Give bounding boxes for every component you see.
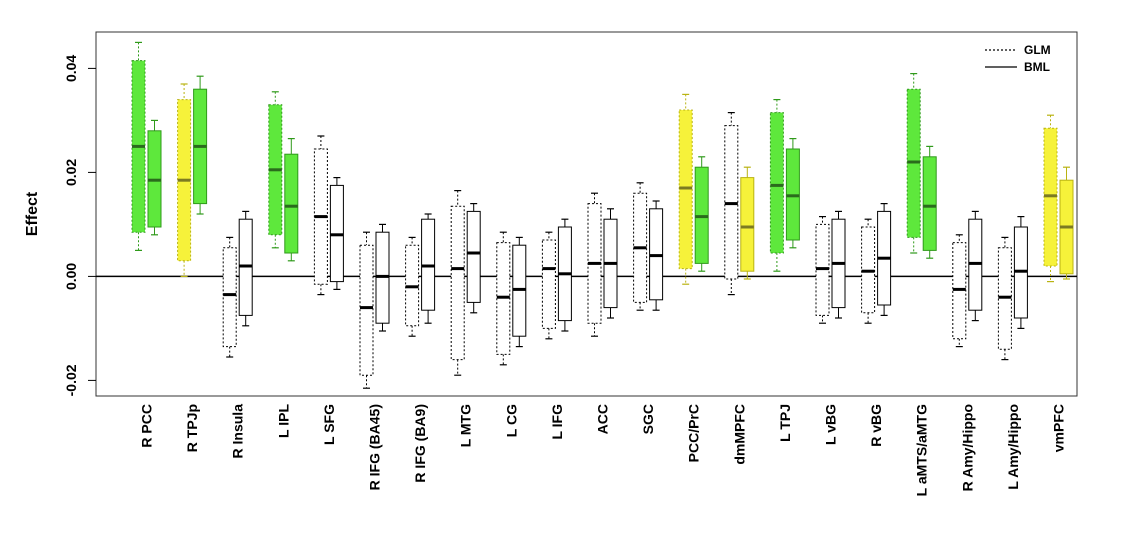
box-bml-16 [877,203,892,316]
box-glm-19 [997,236,1012,361]
category-label-19: L Amy/Hippo [1005,404,1021,490]
legend-glm-label: GLM [1024,43,1051,57]
box-glm-8 [496,231,511,366]
box-bml-4 [329,177,344,290]
category-label-9: L IFG [549,404,565,440]
box-glm-17 [906,72,921,254]
box-bml-17 [922,145,937,259]
box-bml-12 [694,156,709,272]
box-glm-1 [177,83,192,277]
box-bml-6 [421,213,436,324]
box-glm-20 [1043,114,1058,283]
category-label-10: ACC [595,404,611,434]
box-glm-14 [769,98,784,272]
box-body [466,210,481,303]
box-bml-7 [466,203,481,314]
box-body [922,156,937,251]
box-glm-9 [541,231,556,340]
box-bml-15 [831,210,846,319]
legend-bml-label: BML [1024,60,1050,74]
box-body [450,205,465,361]
box-body [284,153,299,254]
box-bml-5 [375,223,390,332]
box-glm-7 [450,190,465,376]
box-glm-10 [587,192,602,337]
box-bml-10 [603,208,618,319]
y-tick-label: 0.02 [63,159,79,186]
box-bml-9 [557,218,572,332]
category-label-6: R IFG (BA9) [412,404,428,483]
category-label-0: R PCC [139,404,155,448]
box-glm-15 [815,216,830,324]
category-label-3: L IPL [275,404,291,438]
box-body [222,247,237,348]
category-label-5: R IFG (BA45) [367,404,383,490]
box-bml-14 [785,138,800,249]
box-glm-0 [131,41,146,251]
y-axis: -0.02 0.00 0.02 0.04 [63,55,96,396]
category-label-13: dmMPFC [731,404,747,465]
box-glm-5 [359,231,374,389]
plot-area-frame [95,31,1078,397]
box-glm-12 [678,93,693,285]
box-glm-2 [222,236,237,358]
box-body [359,244,374,376]
category-label-18: R Amy/Hippo [959,404,975,491]
category-label-11: SGC [640,404,656,434]
box-bml-20 [1059,166,1074,280]
box-bml-0 [147,119,162,236]
box-bml-1 [193,75,208,215]
category-label-8: L CG [503,404,519,437]
y-axis-label: Effect [24,191,41,236]
box-glm-18 [952,234,967,348]
box-body [541,239,556,329]
boxes-layer [131,41,1074,389]
box-glm-16 [861,218,876,324]
box-glm-6 [405,236,420,337]
category-label-15: L vBG [823,404,839,445]
box-bml-11 [649,200,664,311]
box-bml-18 [968,210,983,322]
legend: GLM BML [985,43,1051,74]
category-label-4: L SFG [321,404,337,445]
category-label-16: R vBG [868,404,884,447]
box-glm-13 [724,111,739,296]
box-glm-11 [633,182,648,311]
box-body [740,177,755,272]
y-tick-label: 0.00 [63,263,79,290]
y-tick-label: -0.02 [63,364,79,396]
category-label-14: L TPJ [777,404,793,442]
box-bml-19 [1013,216,1028,329]
category-label-7: L MTG [458,404,474,447]
category-label-2: R Insula [230,404,246,459]
box-body [769,112,784,254]
box-bml-2 [238,210,253,327]
category-labels: R PCC R TPJp R Insula L IPL L SFG R IFG (BA45… [139,404,1067,497]
box-glm-4 [313,135,328,296]
category-label-12: PCC/PrC [686,404,702,462]
category-label-1: R TPJp [184,404,200,452]
category-label-17: L aMTS/aMTG [914,404,930,496]
box-bml-13 [740,166,755,280]
category-label-20: vmPFC [1051,404,1067,452]
box-bml-8 [512,236,527,348]
y-tick-label: 0.04 [63,55,79,82]
box-bml-3 [284,138,299,262]
box-glm-3 [268,91,283,249]
